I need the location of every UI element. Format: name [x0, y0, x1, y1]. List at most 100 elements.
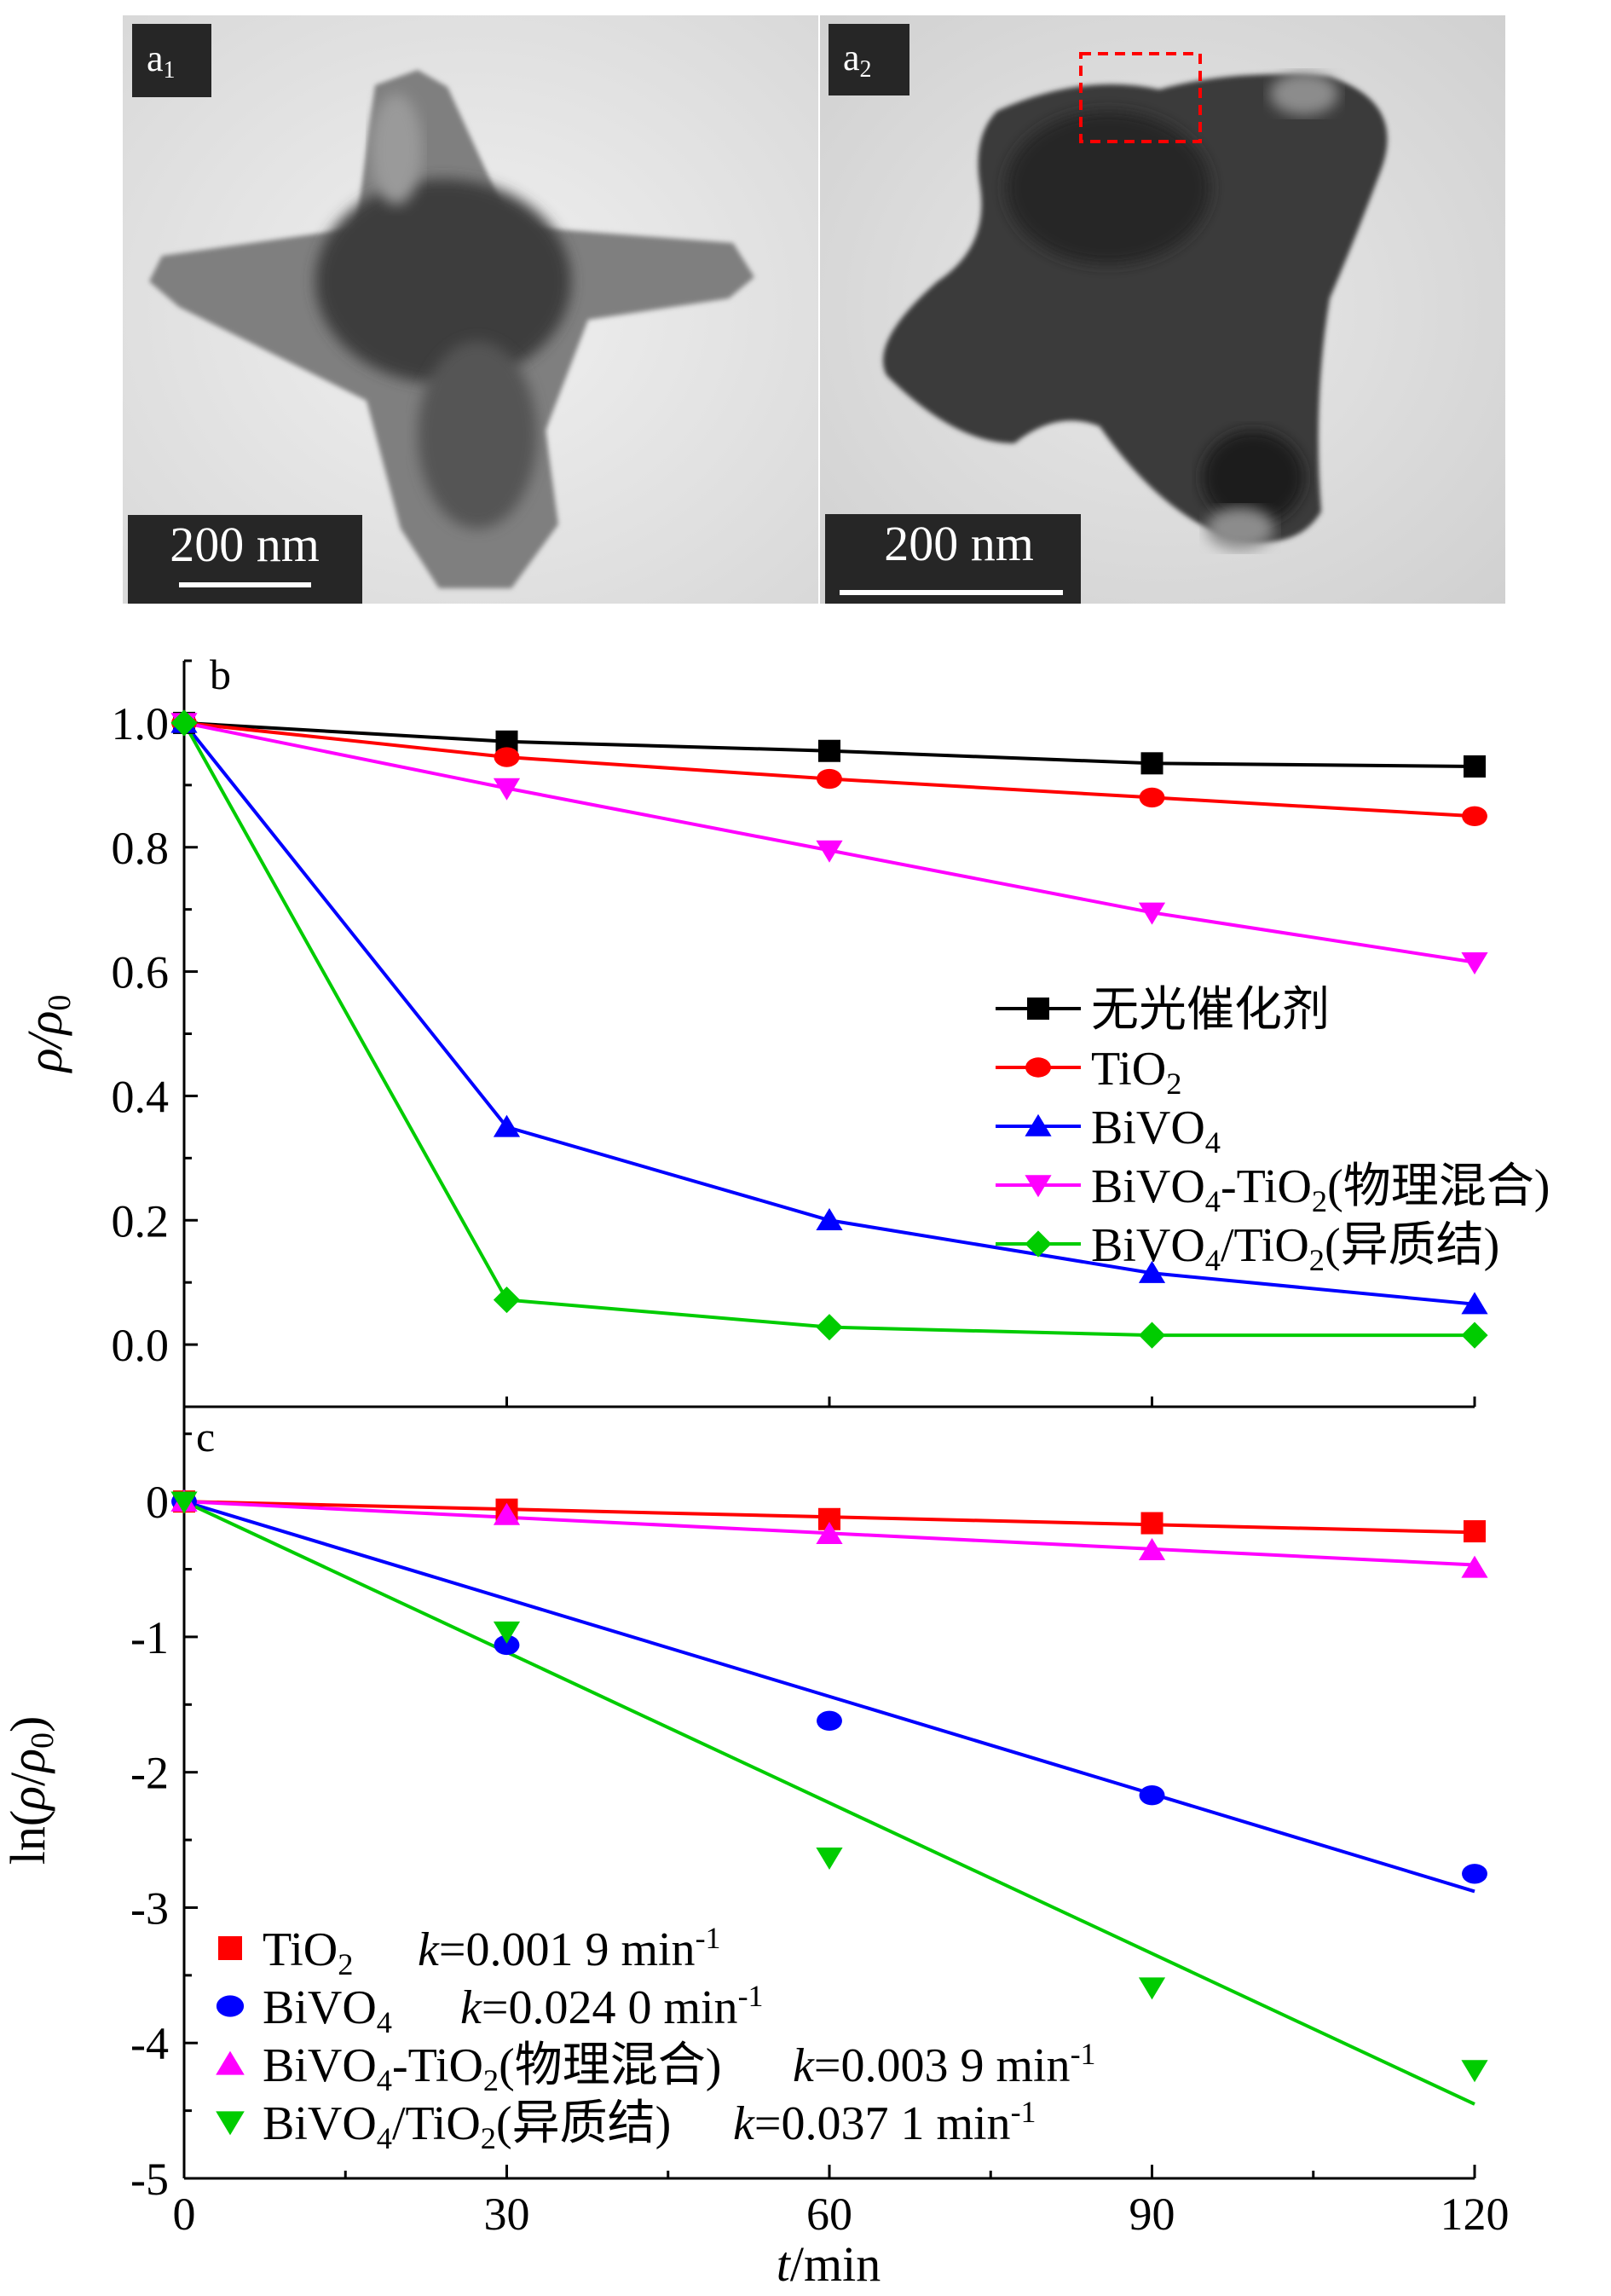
legend-marker-b	[1027, 998, 1049, 1020]
data-point-b	[493, 778, 521, 801]
panel-label-b: b	[210, 651, 231, 698]
data-point-b	[1139, 787, 1165, 808]
selection-box-a2	[1079, 52, 1202, 143]
legend-marker-c	[216, 1995, 245, 2017]
legend-k-c: k=0.001 9 min-1	[418, 1921, 721, 1976]
data-point-b	[1464, 755, 1486, 778]
legend-marker-c	[218, 1936, 242, 1960]
ytick-label-b: 1.0	[112, 698, 170, 749]
data-point-c	[816, 1848, 843, 1871]
legend-marker-c	[216, 2050, 245, 2075]
data-point-c	[1138, 1537, 1166, 1560]
ytick-label-b: 0.8	[112, 823, 170, 874]
data-point-c	[1140, 1512, 1164, 1535]
legend-marker-c	[216, 2111, 245, 2136]
chart-c: c ln(ρ/ρ0) t/min 0-1-2-3-4-50 30 60 90 120 T…	[0, 1407, 1510, 2292]
data-point-c	[1461, 2060, 1488, 2083]
legend-marker-b	[1025, 1175, 1052, 1198]
data-point-b	[1138, 902, 1166, 925]
ticks-c: 0-1-2-3-4-50 30 60 90 120	[130, 1432, 1510, 2240]
label-box-a2: a2	[829, 24, 909, 95]
data-point-c	[817, 1710, 842, 1732]
series-markers-c	[170, 1489, 1488, 2083]
data-point-c	[1461, 1555, 1488, 1578]
panel-a2: a2 200 nm	[820, 15, 1505, 604]
ylabel-b: ρ/ρ0	[17, 995, 78, 1074]
legend-label-c: BiVO4/TiO2(异质结)	[263, 2097, 671, 2155]
ytick-label-c: -2	[130, 1748, 169, 1799]
data-point-b	[1462, 806, 1487, 826]
data-point-b	[494, 747, 520, 767]
particle-a2	[883, 72, 1388, 550]
data-point-b	[817, 768, 842, 789]
legend-label-b: 无光催化剂	[1091, 984, 1330, 1037]
label-box-a1: a1	[132, 24, 211, 97]
legend-k-c: k=0.037 1 min-1	[733, 2095, 1036, 2150]
data-point-b	[1461, 1322, 1488, 1349]
legend-c: TiO2 k=0.001 9 min-1 BiVO4 k=0.024 0 min-1 B…	[216, 1921, 1096, 2155]
xtick-label-c: 120	[1441, 2189, 1510, 2240]
data-point-b	[816, 1314, 843, 1341]
data-point-c	[1138, 1977, 1166, 2000]
data-point-c	[493, 1502, 521, 1525]
legend-label-b: BiVO4/TiO2(异质结)	[1091, 1219, 1499, 1277]
legend-k-c: k=0.003 9 min-1	[793, 2037, 1096, 2092]
ytick-label-b: 0.0	[112, 1320, 170, 1371]
yticks-b: 0.0 0.2 0.4 0.6 0.8 1.0	[112, 659, 1476, 1408]
data-point-c	[493, 1621, 521, 1644]
legend-label-c: TiO2	[263, 1923, 353, 1981]
data-point-b	[493, 1286, 521, 1314]
data-point-b	[1461, 1292, 1488, 1315]
panel-a1: a1 200 nm	[123, 15, 818, 604]
xlabel-c: t/min	[777, 2236, 881, 2292]
series-markers-b	[170, 709, 1488, 1349]
fit-line-c	[183, 1500, 1475, 1894]
scalebar-a1: 200 nm	[128, 515, 362, 604]
legend-label-b: BiVO4	[1091, 1102, 1221, 1160]
data-point-b	[818, 739, 840, 762]
data-point-c	[1139, 1784, 1165, 1806]
scalebar-label-a2: 200 nm	[884, 516, 1034, 571]
ylabel-c: ln(ρ/ρ0)	[0, 1716, 61, 1865]
data-point-b	[170, 709, 198, 737]
fit-line-c	[183, 1500, 1475, 2106]
data-point-b	[816, 1207, 843, 1230]
xtick-label-c: 30	[484, 2189, 530, 2240]
data-point-b	[1138, 1322, 1166, 1349]
ytick-label-c: -5	[130, 2154, 169, 2205]
label-a2: a2	[843, 37, 872, 83]
legend-marker-b	[1025, 1230, 1052, 1258]
legend-label-b: BiVO4-TiO2(物理混合)	[1091, 1160, 1550, 1218]
xtick-label-c: 60	[806, 2189, 852, 2240]
label-a1: a1	[147, 38, 176, 84]
legend-marker-b	[1025, 1057, 1051, 1078]
data-point-b	[816, 840, 843, 863]
ytick-label-c: -1	[130, 1612, 169, 1663]
xtick-label-c: 90	[1129, 2189, 1175, 2240]
scalebar-label-a1: 200 nm	[170, 517, 320, 572]
panel-label-c: c	[196, 1413, 215, 1460]
chart-b: b ρ/ρ0 0.00.20.40.60.81.0 无光催化剂TiO2BiVO4…	[17, 651, 1550, 1408]
ytick-label-c: -3	[130, 1882, 169, 1934]
xtick-label-c: 0	[173, 2189, 196, 2240]
data-point-c	[1464, 1520, 1486, 1543]
particle-a1	[149, 70, 754, 588]
data-point-b	[1138, 1260, 1166, 1283]
data-point-c	[816, 1521, 843, 1544]
legend-marker-b	[1025, 1113, 1052, 1136]
ytick-label-c: 0	[146, 1477, 169, 1528]
legend-k-c: k=0.024 0 min-1	[460, 1979, 764, 2034]
legend-label-c: BiVO4	[263, 1981, 392, 2039]
data-point-c	[1462, 1864, 1487, 1884]
ytick-label-b: 0.6	[112, 947, 170, 998]
ytick-label-c: -4	[130, 2018, 169, 2069]
legend-b: 无光催化剂 TiO2BiVO4BiVO4-TiO2(物理混合)BiVO4/TiO2…	[996, 984, 1550, 1277]
data-point-c	[170, 1491, 198, 1514]
data-point-b	[1140, 752, 1164, 775]
ytick-label-b: 0.4	[112, 1071, 170, 1122]
data-point-b	[1461, 951, 1488, 974]
data-point-c	[494, 1634, 520, 1656]
data-point-b	[493, 1114, 521, 1137]
scalebar-a2: 200 nm	[825, 514, 1081, 604]
